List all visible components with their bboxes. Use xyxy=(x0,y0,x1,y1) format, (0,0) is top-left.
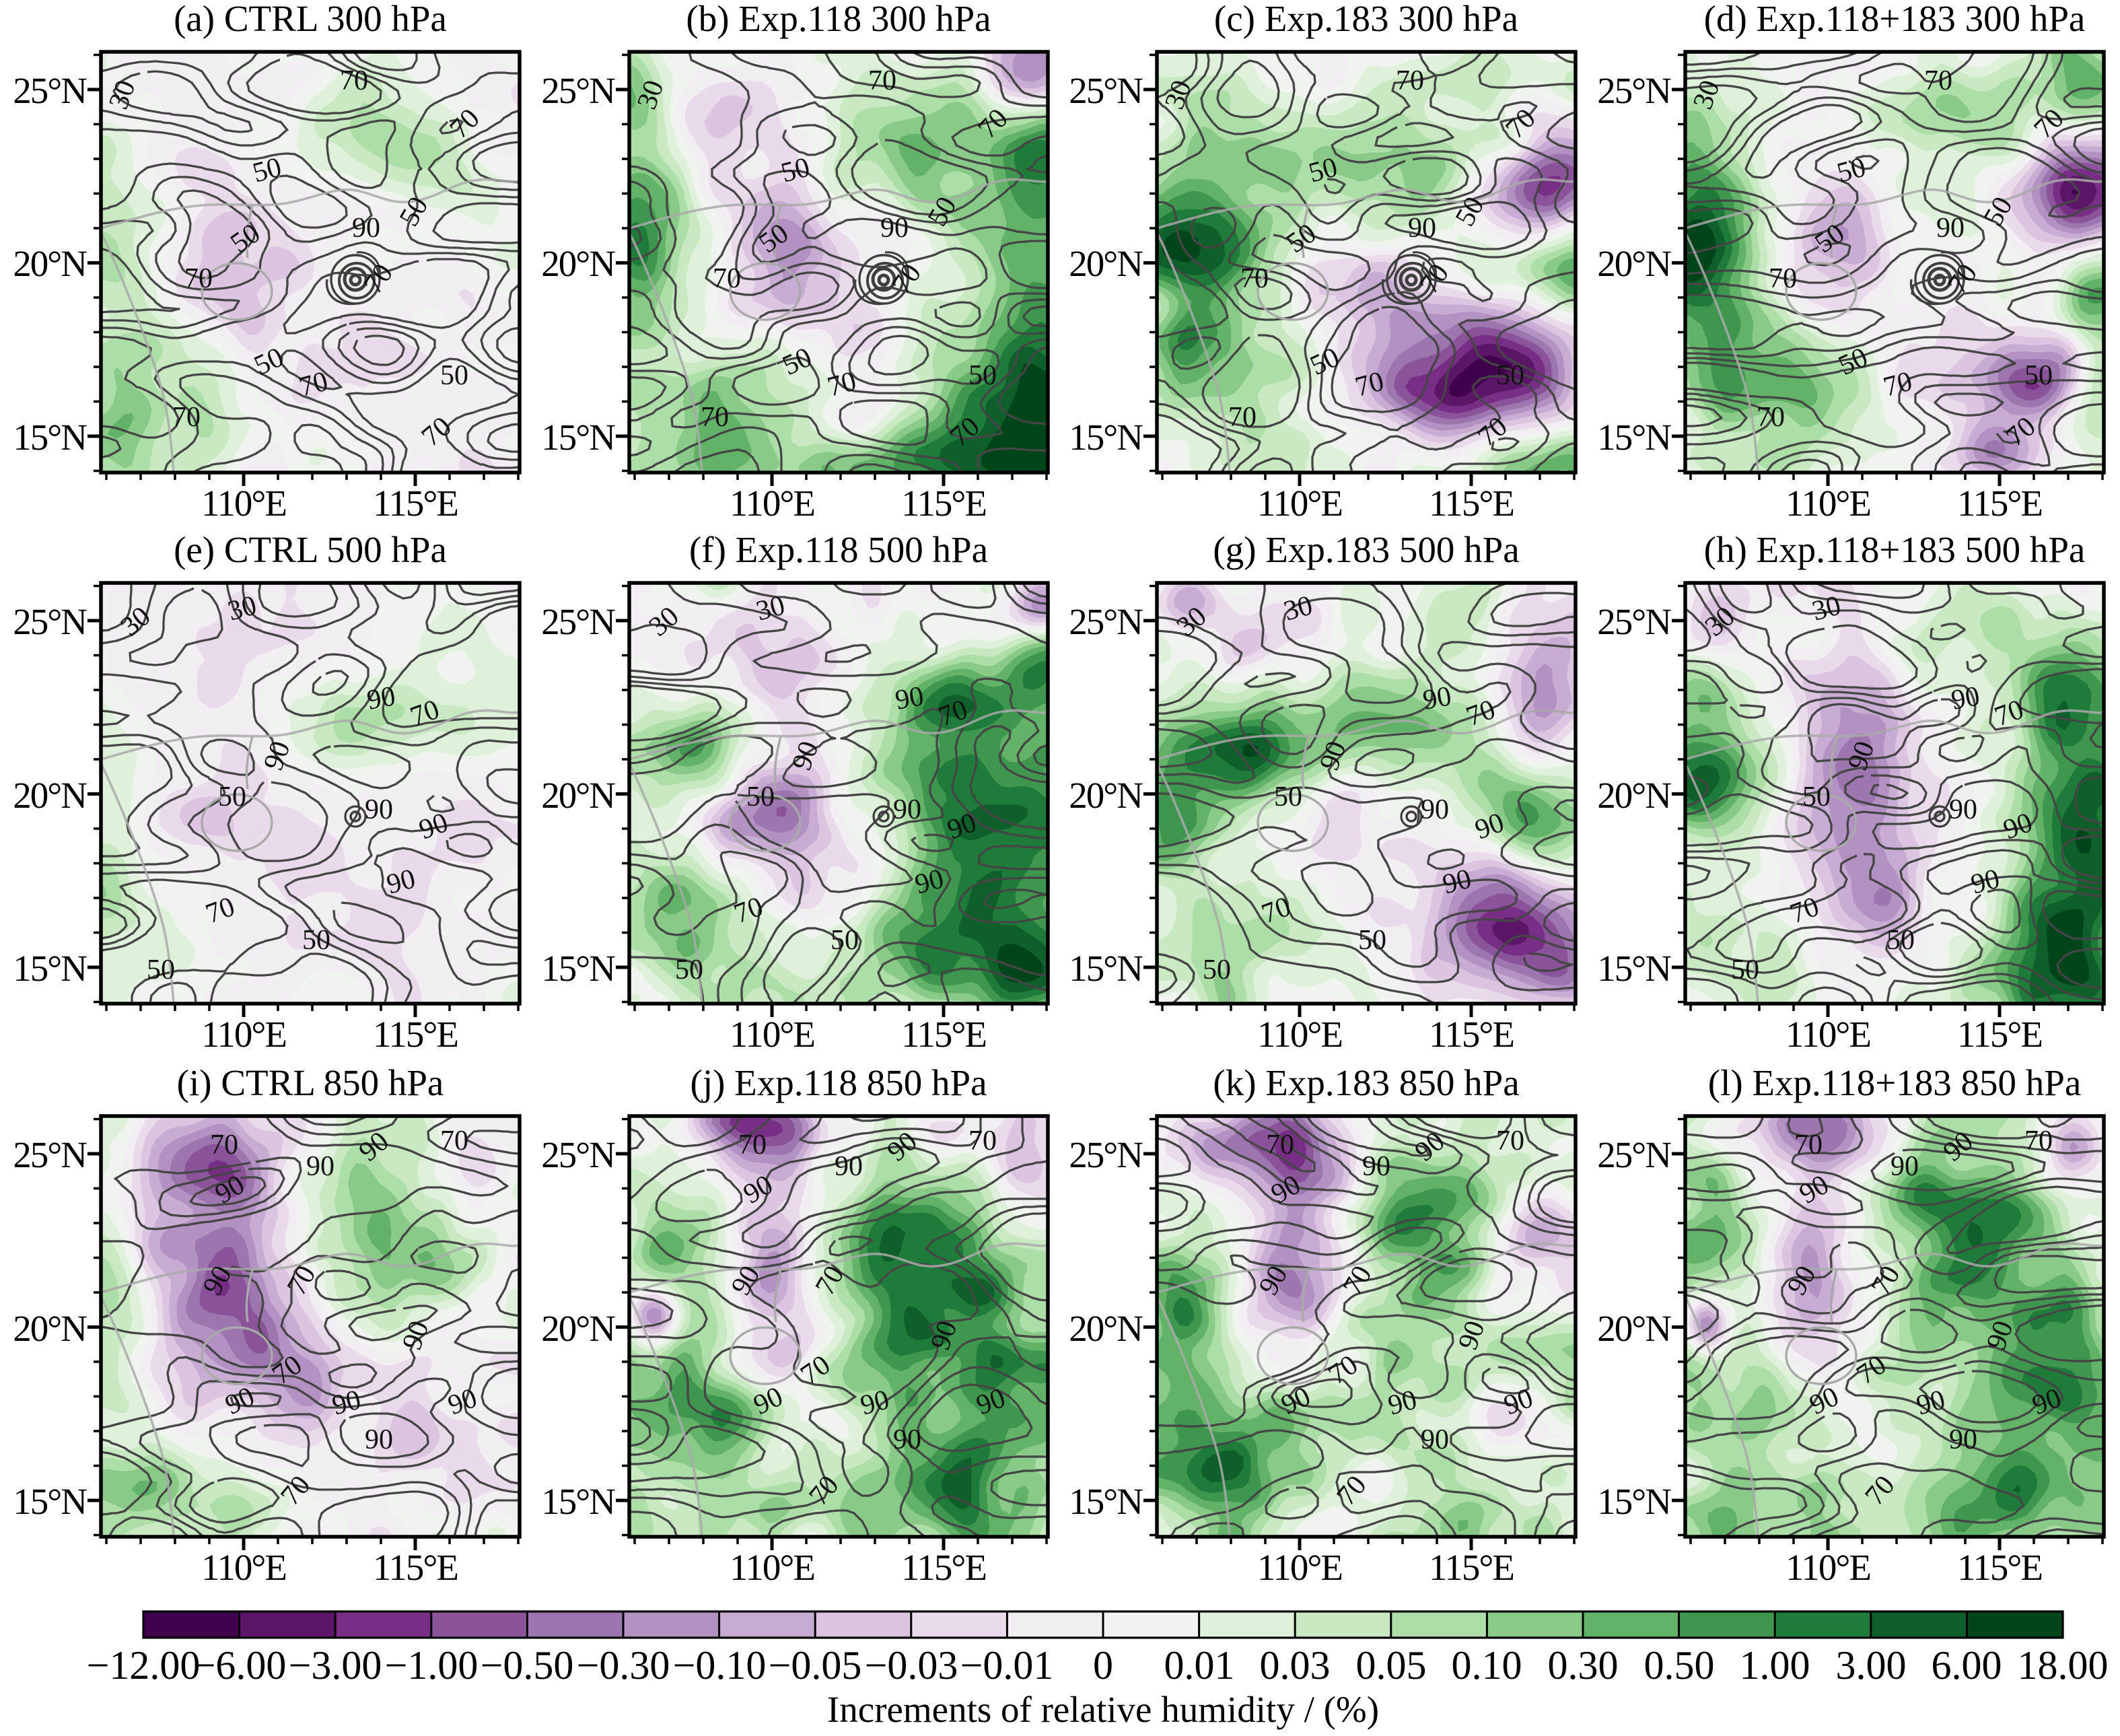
svg-text:70: 70 xyxy=(1757,402,1785,433)
svg-text:90: 90 xyxy=(365,794,393,825)
svg-text:90: 90 xyxy=(1891,1151,1919,1182)
svg-text:50: 50 xyxy=(440,360,468,391)
svg-text:90: 90 xyxy=(365,681,398,716)
svg-text:70: 70 xyxy=(210,1130,238,1160)
svg-text:50: 50 xyxy=(2024,360,2053,391)
svg-text:50: 50 xyxy=(746,782,775,812)
svg-text:70: 70 xyxy=(1769,263,1797,294)
svg-text:90: 90 xyxy=(1408,213,1436,244)
svg-text:70: 70 xyxy=(2024,1125,2053,1156)
svg-text:50: 50 xyxy=(1203,954,1231,985)
svg-text:90: 90 xyxy=(892,681,925,716)
svg-text:70: 70 xyxy=(340,65,368,96)
svg-text:50: 50 xyxy=(1358,925,1386,956)
svg-text:70: 70 xyxy=(184,263,213,294)
svg-text:70: 70 xyxy=(1496,1125,1524,1156)
svg-text:90: 90 xyxy=(880,213,909,244)
svg-text:70: 70 xyxy=(1794,1130,1823,1160)
svg-text:70: 70 xyxy=(738,1130,767,1160)
svg-text:70: 70 xyxy=(701,402,729,433)
svg-text:90: 90 xyxy=(1949,794,1977,825)
svg-text:70: 70 xyxy=(1924,65,1952,96)
svg-text:90: 90 xyxy=(365,1424,393,1455)
svg-text:70: 70 xyxy=(968,1125,997,1156)
svg-text:90: 90 xyxy=(1362,1151,1390,1182)
svg-text:50: 50 xyxy=(218,782,246,812)
svg-text:50: 50 xyxy=(1496,360,1524,391)
svg-text:70: 70 xyxy=(713,263,741,294)
svg-text:70: 70 xyxy=(1240,263,1269,294)
svg-text:50: 50 xyxy=(675,954,703,985)
svg-text:90: 90 xyxy=(352,213,380,244)
svg-text:70: 70 xyxy=(440,1125,468,1156)
svg-text:70: 70 xyxy=(868,65,896,96)
svg-text:90: 90 xyxy=(306,1151,334,1182)
svg-text:50: 50 xyxy=(831,925,859,956)
svg-text:90: 90 xyxy=(835,1151,863,1182)
svg-text:70: 70 xyxy=(1266,1130,1294,1160)
svg-text:90: 90 xyxy=(893,1424,921,1455)
svg-text:50: 50 xyxy=(1802,782,1831,812)
svg-text:70: 70 xyxy=(172,402,201,433)
svg-text:90: 90 xyxy=(1421,681,1454,716)
svg-text:50: 50 xyxy=(1274,782,1302,812)
svg-text:50: 50 xyxy=(1731,954,1759,985)
svg-text:90: 90 xyxy=(1936,213,1965,244)
svg-text:70: 70 xyxy=(1396,65,1424,96)
svg-text:90: 90 xyxy=(1421,1424,1449,1455)
svg-text:90: 90 xyxy=(1949,1424,1977,1455)
svg-text:50: 50 xyxy=(147,954,175,985)
svg-text:90: 90 xyxy=(1949,681,1982,716)
svg-text:50: 50 xyxy=(968,360,997,391)
svg-text:50: 50 xyxy=(1886,925,1915,956)
svg-text:70: 70 xyxy=(1228,402,1257,433)
svg-text:90: 90 xyxy=(1421,794,1449,825)
svg-text:50: 50 xyxy=(302,925,330,956)
svg-text:90: 90 xyxy=(893,794,921,825)
